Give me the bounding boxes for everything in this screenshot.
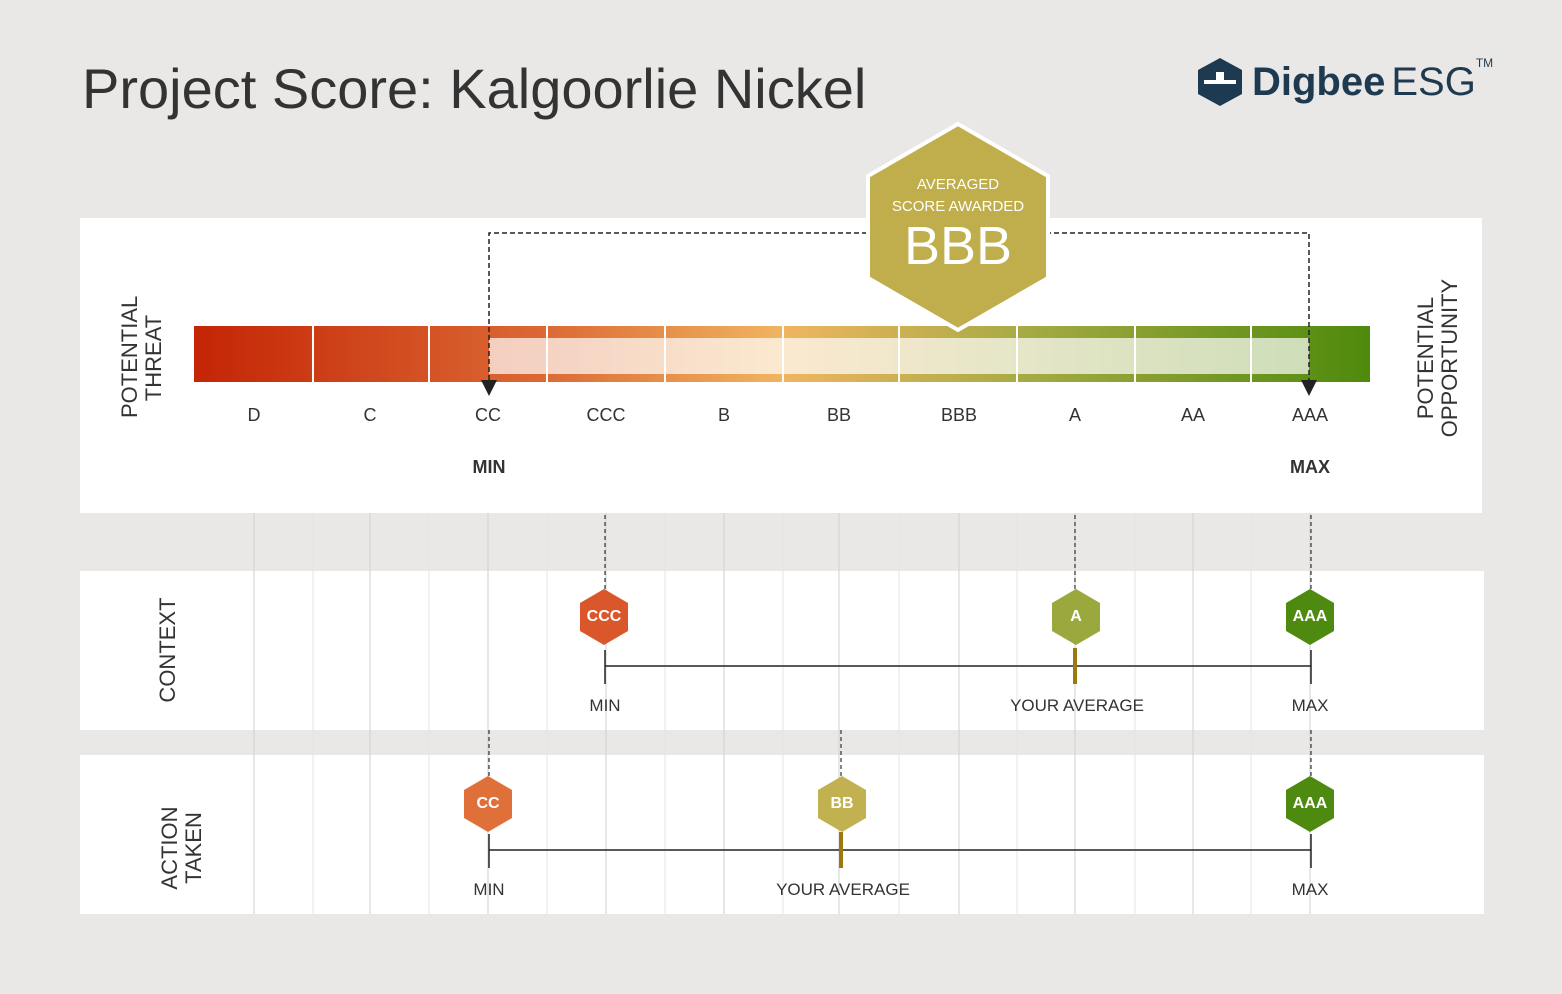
threat-line1: POTENTIAL bbox=[117, 295, 142, 418]
potential-threat-label: POTENTIAL THREAT bbox=[117, 295, 166, 418]
action-max-label: MAX bbox=[1291, 880, 1329, 899]
context-average-marker bbox=[1073, 648, 1077, 684]
grade-label: B bbox=[717, 405, 731, 425]
context-min-label: MIN bbox=[589, 696, 621, 715]
potential-opportunity-label: POTENTIAL OPPORTUNITY bbox=[1413, 278, 1462, 438]
scale-min-label: MIN bbox=[472, 457, 506, 477]
page-title: Project Score: Kalgoorlie Nickel bbox=[82, 57, 867, 120]
context-label: CONTEXT bbox=[155, 597, 180, 703]
logo: Digbee ESG TM bbox=[1196, 56, 1493, 108]
logo-suffix: ESG bbox=[1391, 59, 1476, 104]
context-max-label: MAX bbox=[1291, 696, 1329, 715]
award-line1: AVERAGED bbox=[916, 176, 1000, 193]
threat-line2: THREAT bbox=[141, 314, 166, 402]
max-arrow-icon bbox=[1301, 380, 1317, 396]
action-average-marker bbox=[839, 832, 843, 868]
grade-label: BBB bbox=[940, 405, 978, 425]
action-line1: ACTION bbox=[157, 806, 182, 890]
action-panel bbox=[80, 755, 1484, 914]
logo-brand: Digbee bbox=[1252, 59, 1386, 104]
grade-label: BB bbox=[826, 405, 852, 425]
logo-tm: TM bbox=[1475, 56, 1494, 70]
award-grade: BBB bbox=[903, 216, 1013, 276]
action-line2: TAKEN bbox=[181, 812, 206, 884]
award-text: AVERAGED SCORE AWARDED BBB bbox=[868, 176, 1048, 277]
grade-label: C bbox=[363, 405, 377, 425]
grade-label: A bbox=[1068, 405, 1082, 425]
action-min-label: MIN bbox=[473, 880, 505, 899]
action-average-label: YOUR AVERAGE bbox=[776, 880, 910, 899]
context-average-label: YOUR AVERAGE bbox=[1010, 696, 1144, 715]
scale-max-label: MAX bbox=[1290, 457, 1330, 477]
award-hexagon bbox=[866, 121, 1050, 333]
award-line2: SCORE AWARDED bbox=[891, 198, 1025, 215]
action-taken-label: ACTION TAKEN bbox=[157, 788, 206, 908]
opp-line1: POTENTIAL bbox=[1413, 296, 1438, 420]
grade-label: D bbox=[247, 405, 261, 425]
opp-line2: OPPORTUNITY bbox=[1437, 278, 1462, 438]
digbee-logo-icon bbox=[1198, 58, 1242, 106]
context-panel bbox=[80, 571, 1484, 730]
grade-label: AAA bbox=[1291, 405, 1329, 425]
grade-label: CC bbox=[475, 405, 501, 425]
min-arrow-icon bbox=[481, 380, 497, 396]
grade-label: CCC bbox=[586, 405, 626, 425]
grade-label: AA bbox=[1180, 405, 1206, 425]
